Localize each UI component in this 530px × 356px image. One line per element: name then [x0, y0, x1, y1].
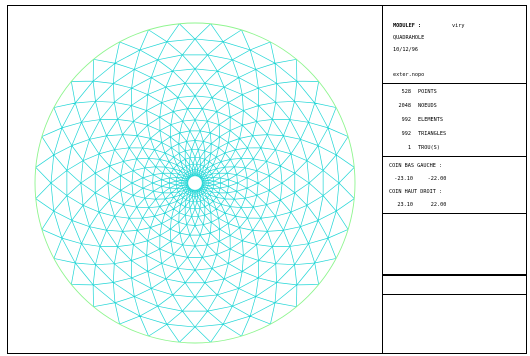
- date-text: 10/12/96: [393, 47, 418, 53]
- info-panel: MODULEF : viry QUADRAHOLE 10/12/96 exter…: [382, 6, 526, 353]
- outer-boundary: [34, 22, 356, 344]
- stat-triangles: 992 TRIANGLES: [401, 131, 447, 137]
- separator-thick: [383, 274, 526, 276]
- display-frame: MODULEF : viry QUADRAHOLE 10/12/96 exter…: [7, 5, 527, 354]
- stat-points: 528 POINTS: [401, 89, 437, 95]
- corner-bottom-left-label: COIN BAS GAUCHE :: [389, 163, 443, 169]
- separator: [383, 83, 526, 84]
- separator: [383, 156, 526, 157]
- user-name: viry: [452, 23, 465, 29]
- stat-nodes: 2048 NOEUDS: [398, 103, 437, 109]
- project-name: QUADRAHOLE: [393, 35, 425, 41]
- file-name: exter.nopo: [393, 72, 425, 78]
- corner-top-right-values: 23.10 22.00: [397, 202, 447, 208]
- stat-elements: 992 ELEMENTS: [401, 117, 443, 123]
- separator: [383, 213, 526, 214]
- module-line: MODULEF :: [393, 23, 421, 30]
- corner-bottom-left-values: -23.10 -22.00: [394, 176, 447, 182]
- mesh-view: [8, 6, 382, 353]
- module-label: MODULEF :: [393, 23, 422, 29]
- corner-top-right-label: COIN HAUT DROIT :: [389, 189, 443, 195]
- stat-holes: 1 TROU(S): [407, 145, 440, 151]
- mesh-plot: [34, 22, 356, 344]
- hole-boundary: [187, 175, 203, 191]
- separator: [383, 294, 526, 295]
